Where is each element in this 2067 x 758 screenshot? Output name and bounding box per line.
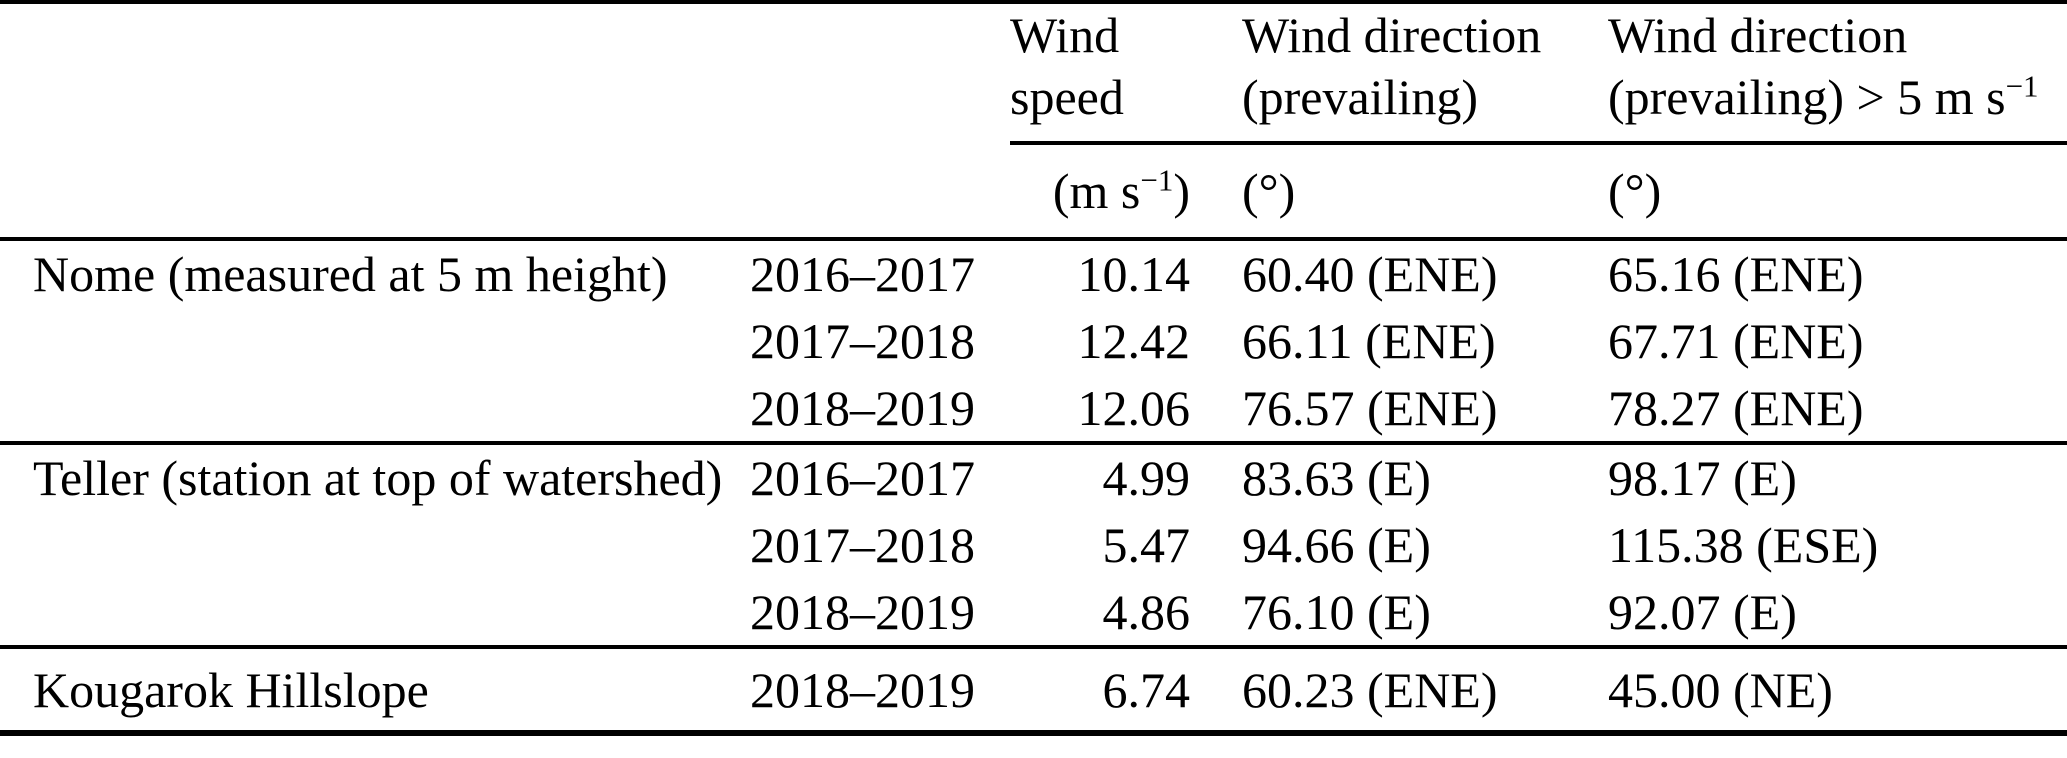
section-teller: Teller (station at top of watershed) 201… — [0, 443, 2067, 647]
wind-direction-value: 76.57 (ENE) — [1242, 380, 1498, 436]
wind-speed-value: 12.42 — [1077, 313, 1191, 369]
table-row: 2017–2018 12.42 66.11 (ENE) 67.71 (ENE) — [0, 307, 2067, 375]
station-name: Nome (measured at 5 m height) — [33, 246, 668, 302]
header-wind-speed: Wind speed — [1010, 2, 1200, 145]
period-cell: 2018–2019 — [750, 584, 975, 640]
table-row: Teller (station at top of watershed) 201… — [0, 443, 2067, 511]
header-wind-direction-gt5-line2: (prevailing) > 5 m s — [1608, 69, 2006, 125]
header-wind-direction-gt5-line1: Wind direction — [1608, 7, 1908, 63]
wind-direction-gt5-value: 65.16 (ENE) — [1608, 246, 1864, 302]
period-cell: 2017–2018 — [750, 517, 975, 573]
wind-direction-value: 94.66 (E) — [1242, 517, 1431, 573]
table-row: Kougarok Hillslope 2018–2019 6.74 60.23 … — [0, 647, 2067, 733]
wind-speed-value: 10.14 — [1077, 246, 1191, 302]
unit-wind-speed: (m s−1) — [1010, 143, 1200, 241]
section-nome: Nome (measured at 5 m height) 2016–2017 … — [0, 239, 2067, 443]
wind-statistics-table: Wind speed Wind direction (prevailing) W… — [0, 0, 2067, 736]
superscript-minus-one: −1 — [2005, 68, 2039, 104]
station-name: Teller (station at top of watershed) — [33, 450, 723, 506]
wind-direction-value: 60.23 (ENE) — [1242, 661, 1498, 718]
units-station-empty — [0, 143, 750, 241]
header-wind-speed-line2: speed — [1010, 69, 1124, 125]
superscript-minus-one: −1 — [1140, 162, 1174, 198]
period-cell: 2018–2019 — [750, 661, 975, 718]
header-wind-direction: Wind direction (prevailing) — [1200, 2, 1600, 145]
unit-wind-direction: (°) — [1200, 143, 1600, 241]
unit-wind-direction-gt5: (°) — [1600, 143, 2067, 241]
wind-direction-value: 76.10 (E) — [1242, 584, 1431, 640]
period-cell: 2016–2017 — [750, 246, 975, 302]
table-header: Wind speed Wind direction (prevailing) W… — [0, 2, 2067, 241]
table-row: 2018–2019 12.06 76.57 (ENE) 78.27 (ENE) — [0, 375, 2067, 443]
wind-direction-gt5-value: 98.17 (E) — [1608, 450, 1797, 506]
unit-speed-post: ) — [1173, 163, 1190, 219]
wind-direction-gt5-value: 78.27 (ENE) — [1608, 380, 1864, 436]
station-name-empty — [0, 375, 750, 443]
station-name-empty — [0, 307, 750, 375]
wind-speed-value: 4.99 — [1102, 450, 1191, 506]
period-cell: 2018–2019 — [750, 380, 975, 436]
station-name-empty — [0, 579, 750, 647]
units-row: (m s−1) (°) (°) — [0, 143, 2067, 241]
period-cell: 2016–2017 — [750, 450, 975, 506]
table-row: 2018–2019 4.86 76.10 (E) 92.07 (E) — [0, 579, 2067, 647]
period-cell: 2017–2018 — [750, 313, 975, 369]
header-wind-direction-line1: Wind direction — [1242, 7, 1542, 63]
wind-speed-value: 5.47 — [1102, 517, 1191, 573]
unit-speed-pre: (m s — [1052, 163, 1141, 219]
wind-direction-gt5-value: 92.07 (E) — [1608, 584, 1797, 640]
wind-direction-gt5-value: 45.00 (NE) — [1608, 661, 1833, 718]
table-row: 2017–2018 5.47 94.66 (E) 115.38 (ESE) — [0, 511, 2067, 579]
wind-speed-value: 6.74 — [1102, 661, 1191, 718]
header-wind-speed-line1: Wind — [1010, 7, 1120, 63]
header-wind-direction-gt5: Wind direction (prevailing) > 5 m s−1 — [1600, 2, 2067, 145]
station-name: Kougarok Hillslope — [33, 661, 429, 718]
table-row: Nome (measured at 5 m height) 2016–2017 … — [0, 239, 2067, 307]
header-wind-direction-line2: (prevailing) — [1242, 69, 1479, 125]
station-name-empty — [0, 511, 750, 579]
wind-direction-value: 60.40 (ENE) — [1242, 246, 1498, 302]
wind-direction-value: 83.63 (E) — [1242, 450, 1431, 506]
section-kougarok: Kougarok Hillslope 2018–2019 6.74 60.23 … — [0, 647, 2067, 733]
header-row: Wind speed Wind direction (prevailing) W… — [0, 2, 2067, 145]
wind-direction-value: 66.11 (ENE) — [1242, 313, 1496, 369]
header-station-empty — [0, 2, 750, 143]
wind-direction-gt5-value: 115.38 (ESE) — [1608, 517, 1879, 573]
wind-speed-value: 4.86 — [1102, 584, 1191, 640]
wind-direction-gt5-value: 67.71 (ENE) — [1608, 313, 1864, 369]
wind-speed-value: 12.06 — [1077, 380, 1191, 436]
units-period-empty — [750, 143, 1010, 241]
header-period-empty — [750, 2, 1010, 143]
